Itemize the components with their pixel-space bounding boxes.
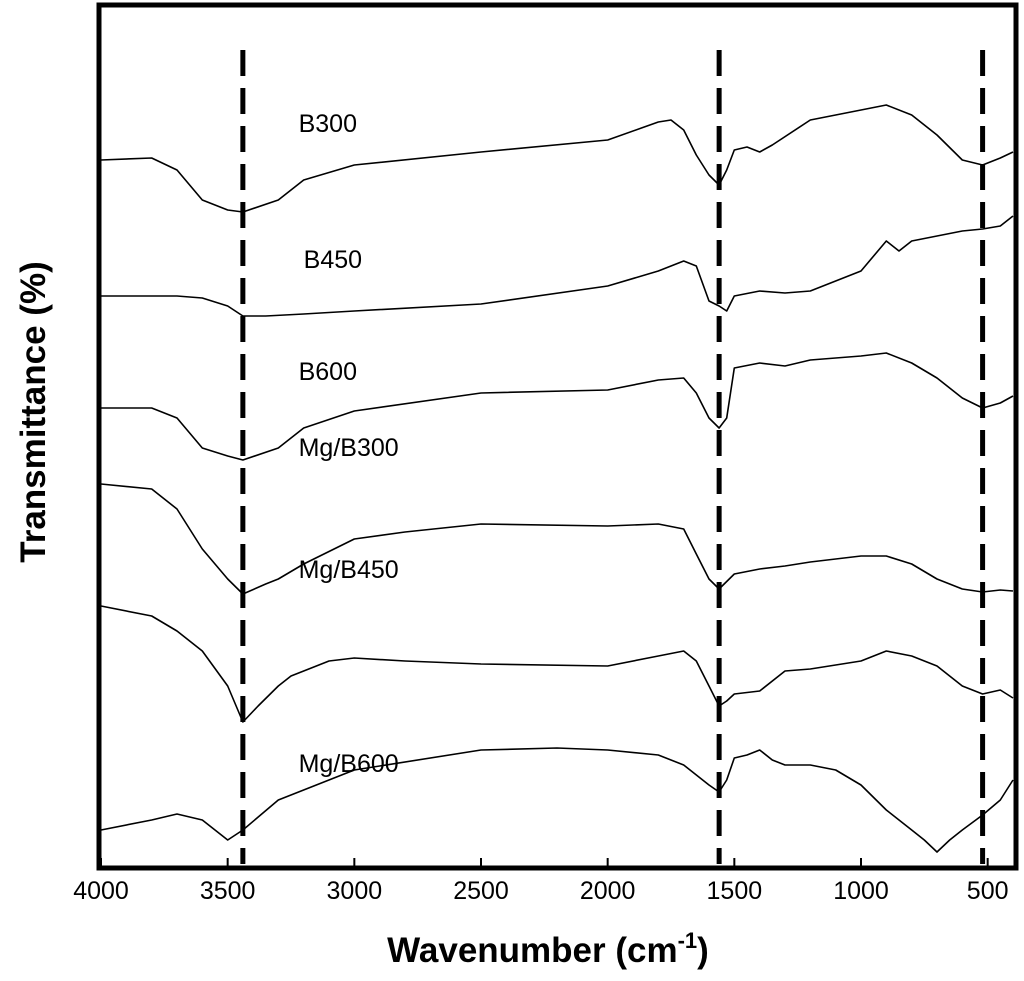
plot-frame: [96, 2, 1019, 871]
series-line-b600: [101, 352, 1014, 461]
series-label-b600: B600: [299, 358, 357, 386]
series-line-mg-b300: [100, 483, 1014, 595]
x-tick-label-4000: 4000: [73, 877, 129, 905]
x-tick-label-3000: 3000: [327, 877, 383, 905]
series-line-mg-b600: [100, 747, 1014, 853]
series-line-b300: [100, 104, 1014, 213]
series-label-mg-b450: Mg/B450: [299, 556, 399, 584]
series-label-b450: B450: [304, 246, 362, 274]
x-tick-label-2000: 2000: [580, 877, 636, 905]
series-label-mg-b600: Mg/B600: [299, 750, 399, 778]
x-axis-ticks: 4000 3500 3000 2500 2000 1500 1000 500: [73, 858, 1009, 905]
y-axis-title: Transmittance (%): [14, 261, 53, 562]
series-line-b450: [101, 215, 1014, 317]
series-label-mg-b300: Mg/B300: [299, 434, 399, 462]
x-tick-label-1500: 1500: [707, 877, 763, 905]
x-tick-label-500: 500: [967, 877, 1009, 905]
series-labels: B300 B450 B600 Mg/B300 Mg/B450 Mg/B600: [299, 110, 399, 778]
x-tick-label-1000: 1000: [833, 877, 889, 905]
series-label-b300: B300: [299, 110, 357, 138]
x-tick-label-2500: 2500: [453, 877, 509, 905]
series-lines: [100, 104, 1014, 853]
x-tick-label-3500: 3500: [200, 877, 256, 905]
series-line-mg-b450: [100, 605, 1014, 723]
x-axis-title: Wavenumber (cm-1): [387, 928, 709, 970]
